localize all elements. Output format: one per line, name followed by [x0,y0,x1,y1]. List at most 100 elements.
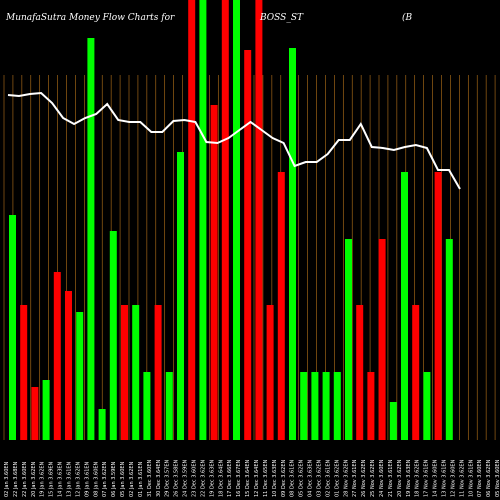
x-tick-label: 20 Jan 3.62EN [31,461,37,497]
x-tick-label: 24 Nov 3.60EN [379,459,385,497]
x-tick-label: 02 Dec 3.61EN [325,459,331,497]
money-flow-bar [401,172,408,440]
x-tick-label: 29 Dec 3.57EN [165,459,171,497]
money-flow-bar [289,48,296,440]
money-flow-bar [423,372,431,440]
x-tick-label: 05 Jan 3.60EN [120,461,126,497]
x-tick-label: 22 Dec 3.62EN [200,459,206,497]
x-tick-label: 06 Nov 3.62EN [486,459,492,497]
x-tick-label: 21 Nov 3.61EN [388,459,394,497]
money-flow-bars [9,0,453,440]
money-flow-bar [434,172,442,440]
x-tick-label: 10 Dec 3.63EN [272,459,278,497]
money-flow-bar [42,380,50,440]
money-flow-bar [378,239,386,440]
x-tick-label: 25 Nov 3.62EN [370,459,376,497]
x-axis-tick-labels: 02 Jan 3.60EN 22 Jan 3.68EN 22 Jan 3.60EN 2… [4,459,500,497]
x-tick-label: 12 Nov 3.60EN [450,459,456,497]
x-tick-label: 08 Dec 3.61EN [290,459,296,497]
chart-title: MunafaSutra Money Flow Charts for [5,13,175,23]
money-flow-bar [121,305,128,440]
x-tick-label: 20 Nov 3.62EN [397,459,403,497]
x-tick-label: 11 Nov 3.62EN [459,459,465,497]
x-tick-label: 05 Nov 3.60EN [495,459,500,497]
x-tick-label: 09 Jan 3.61EN [84,461,90,497]
x-tick-label: 23 Dec 3.60EN [192,459,198,497]
x-tick-label: 10 Nov 3.61EN [468,459,474,497]
x-tick-label: 19 Jan 3.62EN [40,461,46,497]
money-flow-bar [277,172,285,440]
money-flow-bar [412,305,420,440]
x-tick-label: 03 Dec 3.62EN [317,459,323,497]
money-flow-bar [345,239,352,440]
x-tick-label: 27 Nov 3.61EN [352,459,358,497]
money-flow-bar [87,38,95,440]
money-flow-bar [244,50,252,440]
x-tick-label: 31 Dec 3.60EN [147,459,153,497]
money-flow-bar [210,105,218,440]
x-tick-label: 22 Jan 3.68EN [13,461,19,497]
money-flow-bar [233,0,240,440]
x-tick-label: 15 Dec 3.64EN [245,459,251,497]
price-line [7,91,461,190]
money-flow-bar [199,0,207,440]
x-tick-label: 06 Jan 3.59EN [111,461,117,497]
x-tick-label: 28 Nov 3.62EN [343,459,349,497]
x-tick-label: 02 Jan 3.62EN [129,461,135,497]
x-tick-label: 16 Dec 3.67EN [236,459,242,497]
money-flow-bar [188,0,196,440]
money-flow-bar [322,372,330,440]
x-tick-label: 13 Nov 3.61EN [442,459,448,497]
money-flow-bar [389,402,397,440]
x-tick-label: 17 Dec 3.66EN [227,459,233,497]
x-tick-label: 18 Nov 3.62EN [415,459,421,497]
x-tick-label: 02 Jan 3.60EN [4,461,10,497]
x-tick-label: 30 Dec 3.64EN [156,459,162,497]
x-tick-label: 24 Dec 3.59EN [183,459,189,497]
x-tick-label: 14 Nov 3.60EN [433,459,439,497]
x-tick-label: 05 Dec 3.62EN [299,459,305,497]
money-flow-bar [266,305,274,440]
x-tick-label: 09 Dec 3.62EN [281,459,287,497]
money-flow-bar [20,305,28,440]
money-flow-bar [367,372,375,440]
money-flow-bar [65,291,72,440]
money-flow-bar [53,272,61,440]
chart-title-suffix: (B [402,12,413,23]
x-tick-label: 26 Dec 3.58EN [174,459,180,497]
money-flow-bar [300,372,308,440]
money-flow-bar [445,239,453,440]
money-flow-bar [255,0,263,440]
money-flow-bar [165,372,173,440]
x-tick-label: 01 Jan 3.61EN [138,461,144,497]
money-flow-bar [9,215,16,440]
x-tick-label: 15 Jan 3.69EN [49,461,55,497]
x-tick-label: 12 Dec 3.64EN [254,459,260,497]
x-tick-label: 22 Jan 3.60EN [22,461,28,497]
x-tick-label: 18 Dec 3.64EN [218,459,224,497]
money-flow-bar [109,231,117,440]
money-flow-bar [177,152,184,440]
x-tick-label: 13 Jan 3.61EN [67,461,73,497]
money-flow-bar [76,312,84,440]
x-tick-label: 01 Dec 3.62EN [334,459,340,497]
x-tick-label: 12 Jan 3.62EN [75,461,81,497]
money-flow-bar [31,387,39,440]
money-flow-bar [154,305,162,440]
money-flow-bar [98,409,106,440]
x-tick-label: 14 Jan 3.63EN [58,461,64,497]
x-tick-label: 19 Nov 3.63EN [406,459,412,497]
x-tick-label: 07 Jan 3.62EN [102,461,108,497]
chart-symbol: BOSS_ST [259,13,304,23]
money-flow-bar [311,372,319,440]
money-flow-bar [333,372,341,440]
x-tick-label: 17 Nov 3.61EN [424,459,430,497]
x-tick-label: 08 Jan 3.60EN [93,461,99,497]
money-flow-bar [356,305,364,440]
x-tick-label: 11 Dec 3.65EN [263,459,269,497]
x-tick-label: 04 Dec 3.63EN [308,459,314,497]
x-tick-label: 19 Dec 3.63EN [209,459,215,497]
money-flow-bar [143,372,151,440]
money-flow-bar [132,305,140,440]
